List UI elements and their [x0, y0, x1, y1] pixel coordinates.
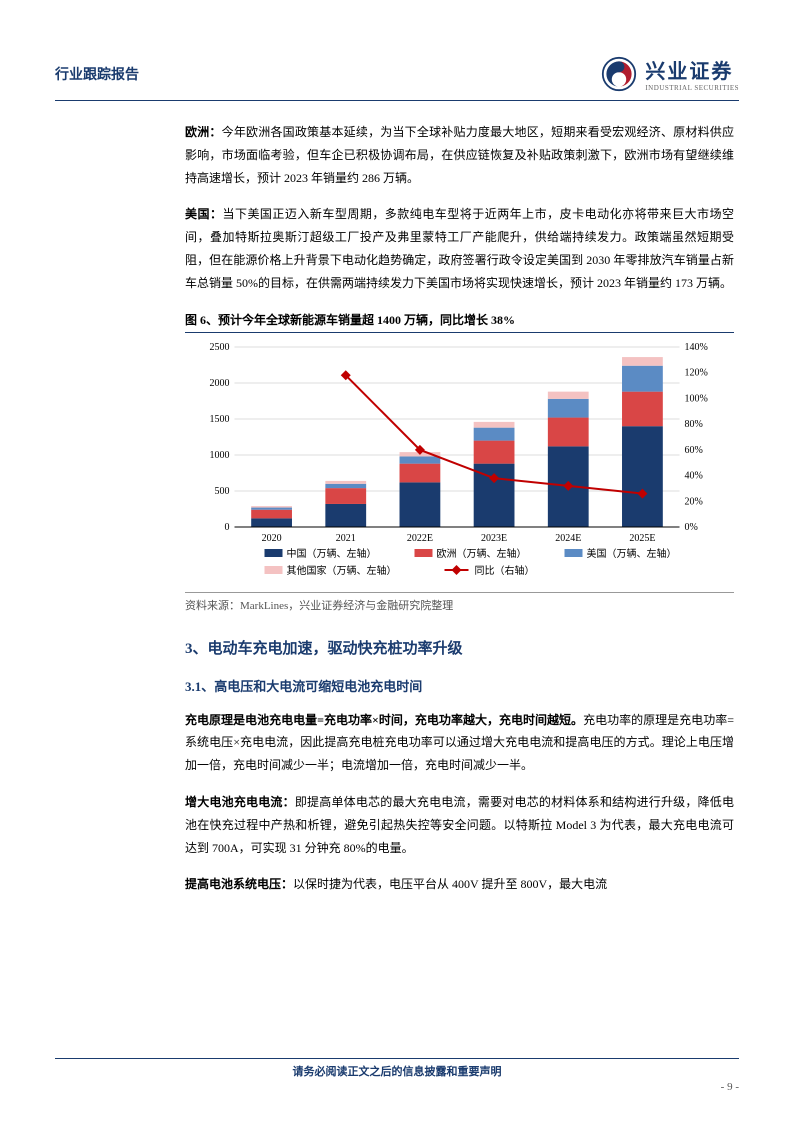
content-body: 欧洲：今年欧洲各国政策基本延续，为当下全球补贴力度最大地区，短期来看受宏观经济、…	[185, 121, 734, 896]
footer-disclaimer: 请务必阅读正文之后的信息披露和重要声明	[55, 1063, 739, 1079]
svg-text:欧洲（万辆、左轴）: 欧洲（万辆、左轴）	[437, 547, 527, 560]
svg-text:同比（右轴）: 同比（右轴）	[475, 564, 535, 577]
svg-text:2500: 2500	[210, 342, 230, 353]
logo-en: INDUSTRIAL SECURITIES	[645, 84, 739, 92]
para-text: 当下美国正迈入新车型周期，多款纯电车型将于近两年上市，皮卡电动化亦将带来巨大市场…	[185, 207, 734, 289]
svg-text:1500: 1500	[210, 414, 230, 425]
svg-text:2025E: 2025E	[629, 533, 655, 544]
paragraph-usa: 美国：当下美国正迈入新车型周期，多款纯电车型将于近两年上市，皮卡电动化亦将带来巨…	[185, 203, 734, 294]
svg-text:60%: 60%	[685, 444, 703, 455]
svg-text:120%: 120%	[685, 367, 708, 378]
svg-text:40%: 40%	[685, 470, 703, 481]
svg-text:0%: 0%	[685, 522, 698, 533]
svg-text:2022E: 2022E	[407, 533, 433, 544]
svg-text:2000: 2000	[210, 378, 230, 389]
svg-text:100%: 100%	[685, 393, 708, 404]
logo-cn: 兴业证券	[645, 55, 739, 84]
section-heading-3-1: 3.1、高电压和大电流可缩短电池充电时间	[185, 676, 734, 695]
report-type: 行业跟踪报告	[55, 64, 139, 84]
svg-text:140%: 140%	[685, 342, 708, 353]
para-lead: 美国：	[185, 207, 222, 221]
svg-text:中国（万辆、左轴）: 中国（万辆、左轴）	[287, 547, 377, 560]
para-text: 以保时捷为代表，电压平台从 400V 提升至 800V，最大电流	[293, 877, 607, 891]
logo-icon	[601, 56, 637, 92]
svg-text:美国（万辆、左轴）: 美国（万辆、左轴）	[587, 547, 677, 560]
paragraph-increase-current: 增大电池充电电流：即提高单体电芯的最大充电电流，需要对电芯的材料体系和结构进行升…	[185, 791, 734, 859]
figure-title: 图 6、预计今年全球新能源车销量超 1400 万辆，同比增长 38%	[185, 311, 734, 333]
svg-text:20%: 20%	[685, 496, 703, 507]
svg-text:1000: 1000	[210, 450, 230, 461]
section-heading-3: 3、电动车充电加速，驱动快充桩功率升级	[185, 637, 734, 658]
svg-text:0: 0	[225, 522, 230, 533]
paragraph-europe: 欧洲：今年欧洲各国政策基本延续，为当下全球补贴力度最大地区，短期来看受宏观经济、…	[185, 121, 734, 189]
para-text: 今年欧洲各国政策基本延续，为当下全球补贴力度最大地区，短期来看受宏观经济、原材料…	[185, 125, 734, 185]
logo-text: 兴业证券 INDUSTRIAL SECURITIES	[645, 55, 739, 92]
company-logo: 兴业证券 INDUSTRIAL SECURITIES	[601, 55, 739, 92]
svg-text:其他国家（万辆、左轴）: 其他国家（万辆、左轴）	[287, 564, 397, 577]
svg-text:2024E: 2024E	[555, 533, 581, 544]
chart-figure6: 0 500 1000 1500 2000 2500 0% 20% 40% 60% 80% 100% 12…	[185, 337, 734, 592]
svg-text:2020: 2020	[262, 533, 282, 544]
para-lead: 提高电池系统电压：	[185, 877, 293, 891]
para-lead: 增大电池充电电流：	[185, 795, 295, 809]
svg-text:500: 500	[215, 486, 230, 497]
paragraph-increase-voltage: 提高电池系统电压：以保时捷为代表，电压平台从 400V 提升至 800V，最大电…	[185, 873, 734, 896]
para-lead: 充电原理是电池充电电量=充电功率×时间，充电功率越大，充电时间越短。	[185, 713, 583, 727]
page-header: 行业跟踪报告 兴业证券 INDUSTRIAL SECURITIES	[55, 55, 739, 101]
footer-divider	[55, 1058, 739, 1059]
paragraph-charging-principle: 充电原理是电池充电电量=充电功率×时间，充电功率越大，充电时间越短。充电功率的原…	[185, 709, 734, 777]
para-lead: 欧洲：	[185, 125, 222, 139]
footer-page-number: - 9 -	[55, 1081, 739, 1093]
svg-text:2021: 2021	[336, 533, 356, 544]
page: 行业跟踪报告 兴业证券 INDUSTRIAL SECURITIES 欧洲：今年欧…	[0, 0, 794, 1123]
svg-text:80%: 80%	[685, 419, 703, 430]
page-footer: 请务必阅读正文之后的信息披露和重要声明 - 9 -	[55, 1058, 739, 1093]
svg-text:2023E: 2023E	[481, 533, 507, 544]
figure-source: 资料来源：MarkLines，兴业证券经济与金融研究院整理	[185, 592, 734, 613]
